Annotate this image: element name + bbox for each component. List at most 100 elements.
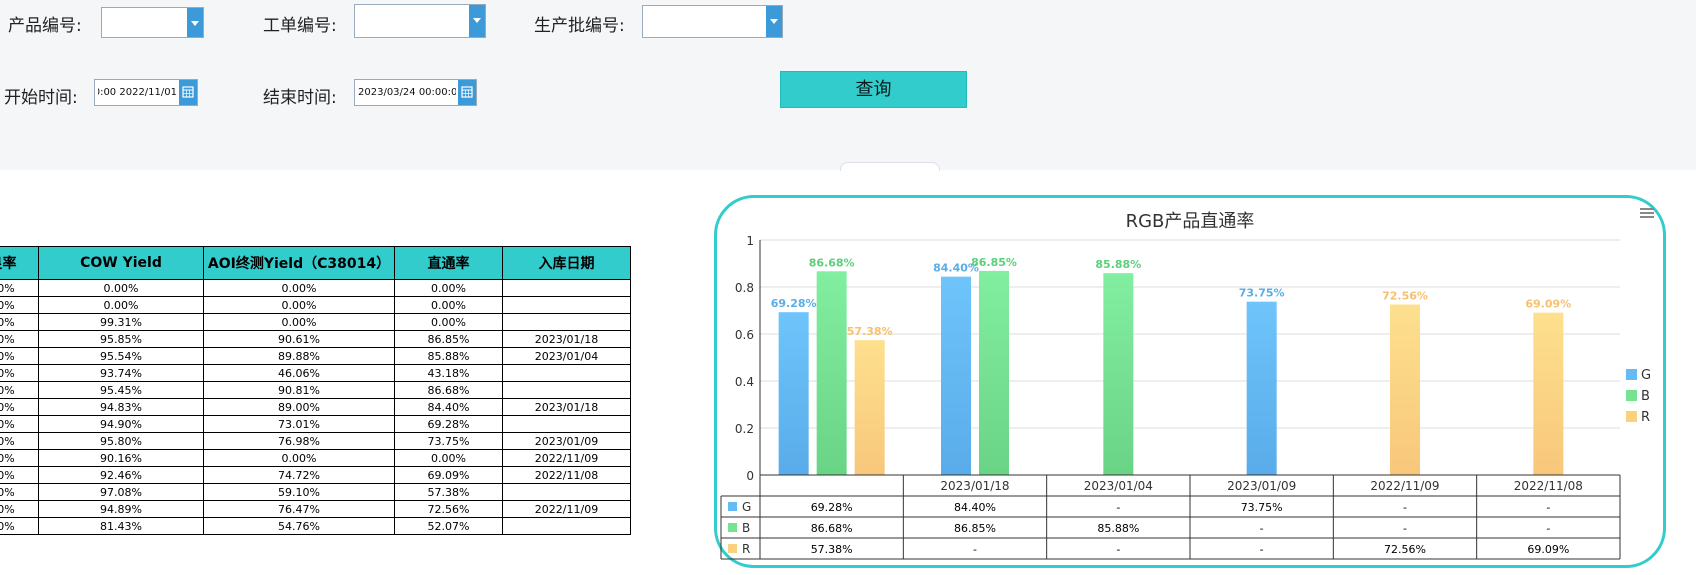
table-cell: 2022/11/09 — [502, 500, 631, 518]
table-cell: 90.61% — [203, 330, 395, 348]
calendar-icon[interactable] — [458, 80, 476, 105]
table-cell: 00% — [0, 364, 39, 382]
batch-no-select[interactable] — [642, 5, 783, 38]
table-body: 00%0.00%0.00%0.00%00%0.00%0.00%0.00%00%9… — [0, 279, 631, 535]
table-cell: 89.00% — [203, 398, 395, 416]
table-cell: 69.09% — [394, 466, 503, 484]
table-cell: 00% — [0, 296, 39, 314]
table-cell: 76.47% — [203, 500, 395, 518]
table-cell: 0.00% — [203, 296, 395, 314]
column-header: AOI终测Yield（C38014） — [203, 246, 395, 280]
table-row: 00%95.85%90.61%86.85%2023/01/18 — [0, 330, 631, 348]
table-cell — [502, 296, 631, 314]
table-cell: 86.68% — [394, 381, 503, 399]
batch-no-label: 生产批编号: — [534, 16, 625, 36]
table-cell: 69.28% — [394, 415, 503, 433]
column-header: 入库日期 — [502, 246, 631, 280]
table-cell: 00% — [0, 517, 39, 535]
chevron-down-icon[interactable] — [187, 8, 203, 37]
table-cell: 74.72% — [203, 466, 395, 484]
table-row: 00%94.83%89.00%84.40%2023/01/18 — [0, 398, 631, 416]
table-cell — [502, 381, 631, 399]
table-row: 00%90.16%0.00%0.00%2022/11/09 — [0, 449, 631, 467]
table-row: 00%95.45%90.81%86.68% — [0, 381, 631, 399]
table-cell: 2023/01/09 — [502, 432, 631, 450]
table-cell: 52.07% — [394, 517, 503, 535]
table-cell: 54.76% — [203, 517, 395, 535]
table-cell: 72.56% — [394, 500, 503, 518]
table-cell: 94.83% — [38, 398, 204, 416]
table-cell: 0.00% — [394, 279, 503, 297]
table-cell: 0.00% — [203, 449, 395, 467]
table-cell: 92.46% — [38, 466, 204, 484]
table-cell: 94.89% — [38, 500, 204, 518]
table-cell: 89.88% — [203, 347, 395, 365]
table-cell: 95.54% — [38, 347, 204, 365]
table-row: 00%94.90%73.01%69.28% — [0, 415, 631, 433]
table-cell: 97.08% — [38, 483, 204, 501]
table-cell: 00% — [0, 347, 39, 365]
table-cell: 0.00% — [38, 279, 204, 297]
table-cell: 85.88% — [394, 347, 503, 365]
table-cell — [502, 415, 631, 433]
table-row: 00%95.54%89.88%85.88%2023/01/04 — [0, 347, 631, 365]
table-row: 00%0.00%0.00%0.00% — [0, 279, 631, 297]
collapse-handle[interactable] — [840, 162, 940, 171]
query-button[interactable]: 查询 — [780, 71, 967, 108]
table-cell: 00% — [0, 381, 39, 399]
table-row: 00%81.43%54.76%52.07% — [0, 517, 631, 535]
start-time-input[interactable]: 2022/11/01 00:00:00 — [94, 79, 198, 106]
table-cell: 00% — [0, 415, 39, 433]
table-cell: 00% — [0, 449, 39, 467]
table-cell: 90.81% — [203, 381, 395, 399]
table-cell — [502, 483, 631, 501]
chevron-down-icon[interactable] — [469, 5, 485, 37]
table-cell: 90.16% — [38, 449, 204, 467]
table-cell: 99.31% — [38, 313, 204, 331]
work-order-select[interactable] — [354, 4, 486, 38]
table-cell: 0.00% — [394, 449, 503, 467]
table-cell: 57.38% — [394, 483, 503, 501]
table-row: 00%94.89%76.47%72.56%2022/11/09 — [0, 500, 631, 518]
table-cell: 2023/01/18 — [502, 398, 631, 416]
start-time-label: 开始时间: — [4, 88, 78, 108]
table-cell: 00% — [0, 483, 39, 501]
end-time-input[interactable]: 2023/03/24 00:00:00 — [354, 79, 477, 106]
table-cell — [502, 517, 631, 535]
table-cell: 95.45% — [38, 381, 204, 399]
column-header: COW Yield — [38, 246, 204, 280]
product-no-label: 产品编号: — [8, 16, 82, 36]
table-cell: 84.40% — [394, 398, 503, 416]
table-cell: 81.43% — [38, 517, 204, 535]
table-cell: 00% — [0, 330, 39, 348]
table-row: 00%95.80%76.98%73.75%2023/01/09 — [0, 432, 631, 450]
table-cell: 46.06% — [203, 364, 395, 382]
table-cell: 86.85% — [394, 330, 503, 348]
calendar-icon[interactable] — [179, 80, 197, 105]
table-cell: 2023/01/18 — [502, 330, 631, 348]
table-cell: 43.18% — [394, 364, 503, 382]
chevron-down-icon[interactable] — [766, 6, 782, 37]
table-cell: 94.90% — [38, 415, 204, 433]
table-row: 00%99.31%0.00%0.00% — [0, 313, 631, 331]
table-cell: 00% — [0, 398, 39, 416]
table-cell: 2022/11/08 — [502, 466, 631, 484]
product-no-select[interactable] — [101, 7, 204, 38]
table-cell: 76.98% — [203, 432, 395, 450]
table-cell: 93.74% — [38, 364, 204, 382]
end-time-label: 结束时间: — [263, 88, 337, 108]
table-cell: 00% — [0, 279, 39, 297]
table-cell: 73.01% — [203, 415, 395, 433]
table-cell: 59.10% — [203, 483, 395, 501]
table-cell: 00% — [0, 500, 39, 518]
table-cell — [502, 313, 631, 331]
table-cell: 73.75% — [394, 432, 503, 450]
menu-icon[interactable] — [1640, 206, 1654, 220]
work-order-label: 工单编号: — [263, 16, 337, 36]
table-row: 00%0.00%0.00%0.00% — [0, 296, 631, 314]
table-cell: 0.00% — [394, 296, 503, 314]
table-row: 00%92.46%74.72%69.09%2022/11/08 — [0, 466, 631, 484]
table-cell: 2023/01/04 — [502, 347, 631, 365]
table-cell: 00% — [0, 466, 39, 484]
